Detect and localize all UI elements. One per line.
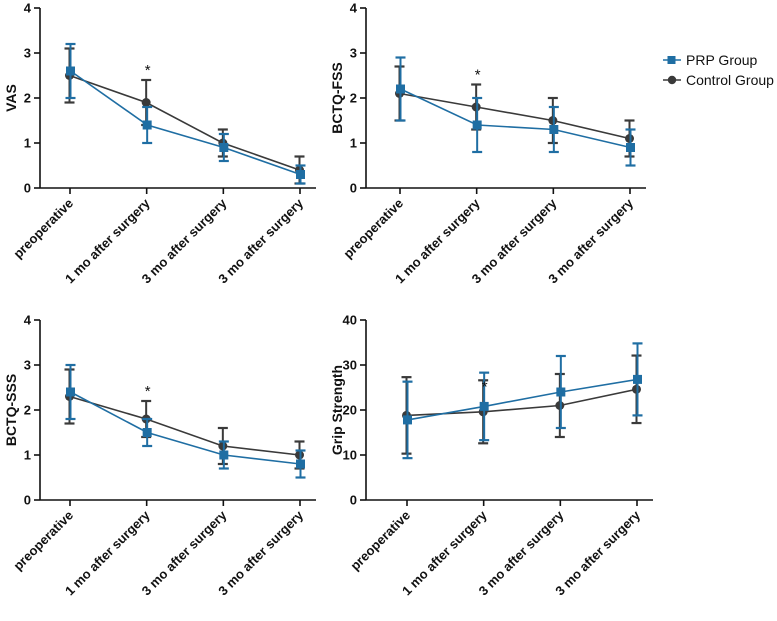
significance-marker: * bbox=[145, 62, 151, 79]
significance-marker: * bbox=[475, 66, 481, 83]
y-tick-label: 1 bbox=[24, 448, 31, 463]
y-tick-label: 30 bbox=[343, 358, 357, 373]
data-point bbox=[556, 387, 566, 397]
x-tick-label: preoperative bbox=[10, 508, 76, 574]
y-axis-title: BCTQ-FSS bbox=[329, 62, 345, 134]
y-tick-label: 10 bbox=[343, 448, 357, 463]
data-point bbox=[296, 459, 305, 469]
x-tick-label: preoperative bbox=[347, 508, 413, 574]
legend: PRP Group Control Group bbox=[663, 52, 774, 88]
x-tick-label: 3 mo after surgery bbox=[476, 507, 567, 598]
y-tick-label: 4 bbox=[350, 1, 358, 16]
y-tick-label: 0 bbox=[350, 181, 357, 196]
x-tick-label: 1 mo after surgery bbox=[62, 507, 153, 598]
legend-label: PRP Group bbox=[686, 52, 758, 68]
data-point bbox=[219, 143, 229, 152]
y-tick-label: 20 bbox=[343, 403, 357, 418]
x-tick-label: preoperative bbox=[10, 196, 76, 262]
x-tick-label: 3 mo after surgery bbox=[215, 195, 306, 286]
x-tick-label: preoperative bbox=[340, 196, 406, 262]
y-tick-label: 3 bbox=[350, 46, 357, 61]
series-line bbox=[399, 92, 630, 140]
data-point bbox=[472, 120, 482, 130]
series-line bbox=[406, 388, 637, 417]
data-point bbox=[219, 450, 229, 460]
y-tick-label: 2 bbox=[24, 91, 31, 106]
y-tick-label: 1 bbox=[350, 136, 357, 151]
data-point bbox=[296, 170, 305, 179]
y-tick-label: 2 bbox=[350, 91, 357, 106]
y-tick-label: 3 bbox=[24, 46, 31, 61]
data-point bbox=[141, 98, 151, 107]
y-tick-label: 0 bbox=[24, 181, 31, 196]
legend-marker bbox=[667, 56, 676, 64]
data-point bbox=[142, 120, 152, 130]
series-line bbox=[69, 395, 300, 456]
significance-marker: * bbox=[482, 378, 488, 395]
x-tick-label: 3 mo after surgery bbox=[469, 195, 560, 286]
series-line bbox=[400, 88, 631, 149]
y-tick-label: 4 bbox=[24, 313, 32, 328]
series-line bbox=[69, 74, 300, 171]
x-tick-label: 3 mo after surgery bbox=[552, 507, 643, 598]
y-tick-label: 0 bbox=[350, 493, 357, 508]
y-tick-label: 2 bbox=[24, 403, 31, 418]
y-axis-title: BCTQ-SSS bbox=[3, 374, 19, 446]
series-line bbox=[70, 391, 301, 465]
y-tick-label: 3 bbox=[24, 358, 31, 373]
data-point bbox=[66, 66, 75, 76]
data-point bbox=[142, 428, 152, 437]
data-point bbox=[549, 125, 559, 134]
x-tick-label: 3 mo after surgery bbox=[139, 507, 230, 598]
legend-marker bbox=[667, 75, 677, 85]
significance-marker: * bbox=[145, 383, 151, 400]
data-point bbox=[626, 143, 635, 152]
y-tick-label: 4 bbox=[24, 1, 32, 16]
data-point bbox=[396, 84, 405, 94]
y-tick-label: 0 bbox=[24, 493, 31, 508]
y-tick-label: 1 bbox=[24, 136, 31, 151]
x-tick-label: 3 mo after surgery bbox=[139, 195, 230, 286]
series-line bbox=[70, 70, 301, 176]
data-point bbox=[403, 415, 412, 425]
data-point bbox=[633, 374, 642, 384]
legend-label: Control Group bbox=[686, 72, 774, 88]
data-point bbox=[66, 387, 75, 397]
x-tick-label: 3 mo after surgery bbox=[545, 195, 636, 286]
x-tick-label: 1 mo after surgery bbox=[392, 195, 483, 286]
x-tick-label: 1 mo after surgery bbox=[62, 195, 153, 286]
x-tick-label: 1 mo after surgery bbox=[399, 507, 490, 598]
data-point bbox=[479, 401, 489, 411]
x-tick-label: 3 mo after surgery bbox=[215, 507, 306, 598]
y-tick-label: 40 bbox=[343, 313, 357, 328]
y-axis-title: Grip Strength bbox=[329, 365, 345, 455]
y-axis-title: VAS bbox=[3, 84, 19, 112]
series-line bbox=[407, 378, 638, 421]
